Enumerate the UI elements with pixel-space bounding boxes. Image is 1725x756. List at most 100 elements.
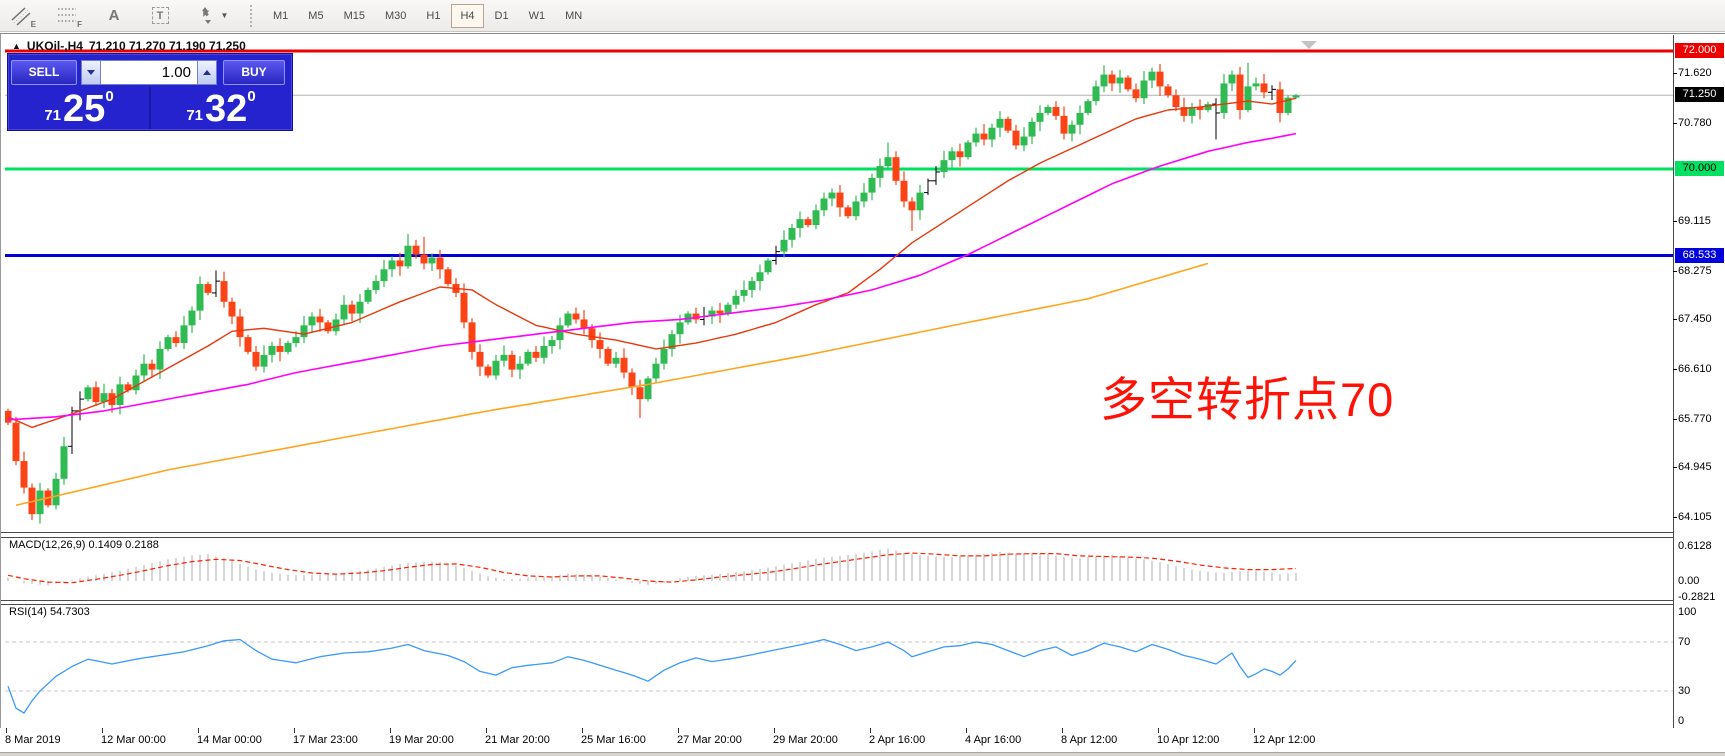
triangle-up-icon (203, 69, 211, 75)
buy-button[interactable]: BUY (223, 59, 285, 85)
text-label-tool-button[interactable]: A (98, 3, 130, 29)
macd-label: MACD(12,26,9) 0.1409 0.2188 (9, 539, 159, 551)
macd-axis-label: 0.00 (1678, 575, 1700, 587)
indicator-line (7, 97, 1297, 429)
buy-price-prefix: 71 (186, 107, 204, 124)
trade-panel-controls: SELL BUY (9, 55, 291, 86)
timeframe-button-h1[interactable]: H1 (417, 4, 449, 28)
timeframe-button-w1[interactable]: W1 (520, 4, 555, 28)
time-tick-label: 25 Mar 16:00 (581, 734, 646, 746)
time-tick-label: 2 Apr 16:00 (869, 734, 926, 746)
price-tick (1673, 319, 1677, 321)
macd-axis-label: -0.2821 (1678, 591, 1716, 604)
toolbar: E F A T ▼ M1 M5 M15 M30 (0, 0, 1725, 32)
time-tick (582, 728, 583, 733)
time-tick (966, 728, 967, 733)
arrows-icon (201, 6, 211, 24)
time-tick (678, 728, 679, 733)
toolbar-separator (250, 4, 254, 27)
price-tick-label: 69.115 (1678, 215, 1711, 228)
time-tick (102, 728, 103, 733)
indicator-line (15, 262, 1209, 507)
time-tick (1062, 728, 1063, 733)
arrow-tools-button[interactable]: ▼ (190, 3, 234, 29)
symbol-period: UKOil-,H4 (26, 39, 83, 53)
level-price-label: 72.000 (1675, 43, 1724, 58)
sell-price-big: 25 (63, 88, 106, 130)
time-tick (6, 728, 7, 733)
time-tick-label: 8 Mar 2019 (5, 734, 61, 746)
window-left-edge (0, 34, 1, 756)
trade-panel-divider (149, 87, 151, 129)
timeframe-button-d1[interactable]: D1 (486, 4, 518, 28)
level-price-label: 70.000 (1675, 161, 1724, 176)
timeframe-button-m1[interactable]: M1 (264, 4, 297, 28)
time-tick-label: 21 Mar 20:00 (485, 734, 550, 746)
indicator-line (7, 552, 1297, 584)
time-tick (870, 728, 871, 733)
timeframe-button-h4[interactable]: H4 (451, 3, 484, 28)
current-price-label: 71.250 (1675, 87, 1724, 103)
equidistant-channel-tool-button[interactable]: E (6, 3, 38, 29)
buy-price-big: 32 (205, 88, 248, 130)
time-tick-label: 8 Apr 12:00 (1061, 734, 1118, 746)
price-tick (1673, 122, 1677, 124)
time-tick-label: 29 Mar 20:00 (773, 734, 838, 746)
chart-marker-icon: ▲ (12, 41, 21, 51)
equidistant-channel-icon (11, 6, 31, 26)
time-tick-label: 17 Mar 23:00 (293, 734, 358, 746)
window-bottom-edge (0, 752, 1725, 756)
panel-divider (0, 604, 1673, 605)
fibonacci-icon (58, 7, 76, 22)
fibonacci-tool-button[interactable]: F (52, 3, 84, 29)
sell-button[interactable]: SELL (11, 59, 77, 85)
text-box-tool-button[interactable]: T (144, 3, 176, 29)
price-tick-label: 70.780 (1678, 116, 1712, 129)
rsi-axis-label: 70 (1678, 636, 1691, 648)
triangle-down-icon (87, 69, 95, 75)
price-tick-label: 68.275 (1678, 264, 1712, 277)
panel-divider (0, 537, 1673, 538)
time-tick (198, 728, 199, 733)
time-tick-label: 12 Mar 00:00 (101, 734, 166, 746)
sell-price-prefix: 71 (44, 107, 62, 124)
time-tick (294, 728, 295, 733)
trade-panel-prices: 71 25 0 71 32 0 (9, 87, 291, 129)
indicator-line (7, 638, 1297, 714)
price-axis: 71.620 70.780 69.115 68.275 67.450 66.610 65.7… (1673, 34, 1725, 728)
chart-annotation-text: 多空转折点70 (1100, 373, 1395, 426)
timeframe-button-m30[interactable]: M30 (376, 4, 415, 28)
timeframe-button-m5[interactable]: M5 (299, 4, 332, 28)
price-tick (1673, 73, 1677, 75)
text-box-icon: T (151, 7, 169, 24)
volume-input[interactable] (101, 59, 197, 85)
ohlc-readout: 71.210 71.270 71.190 71.250 (88, 39, 246, 53)
price-tick-label: 65.770 (1678, 412, 1712, 425)
level-price-label: 68.533 (1675, 247, 1724, 263)
main-chart-canvas[interactable] (5, 37, 1673, 534)
buy-price[interactable]: 71 32 0 (151, 87, 291, 129)
text-label-icon: A (108, 7, 120, 24)
timeframe-button-mn[interactable]: MN (556, 4, 591, 28)
time-tick (1254, 728, 1255, 733)
one-click-trade-panel: SELL BUY 71 25 0 71 32 0 (8, 54, 292, 130)
rsi-axis-label: 100 (1678, 606, 1697, 618)
timeframe-button-m15[interactable]: M15 (335, 4, 374, 28)
time-tick-label: 14 Mar 00:00 (197, 734, 262, 746)
rsi-label: RSI(14) 54.7303 (9, 606, 90, 618)
price-tick (1673, 418, 1677, 420)
price-tick-label: 66.610 (1678, 363, 1712, 375)
price-tick-label: 64.105 (1678, 510, 1712, 523)
price-tick (1673, 467, 1677, 469)
price-tick (1673, 516, 1677, 518)
time-tick-label: 19 Mar 20:00 (389, 734, 454, 746)
price-tick-label: 64.945 (1678, 461, 1712, 474)
time-tick-label: 27 Mar 20:00 (677, 734, 742, 746)
volume-decrease-button[interactable] (81, 59, 101, 85)
sell-price[interactable]: 71 25 0 (9, 87, 149, 129)
time-tick (774, 728, 775, 733)
panel-divider (0, 600, 1673, 601)
rsi-axis-label: 0 (1678, 715, 1685, 727)
volume-increase-button[interactable] (197, 59, 217, 85)
